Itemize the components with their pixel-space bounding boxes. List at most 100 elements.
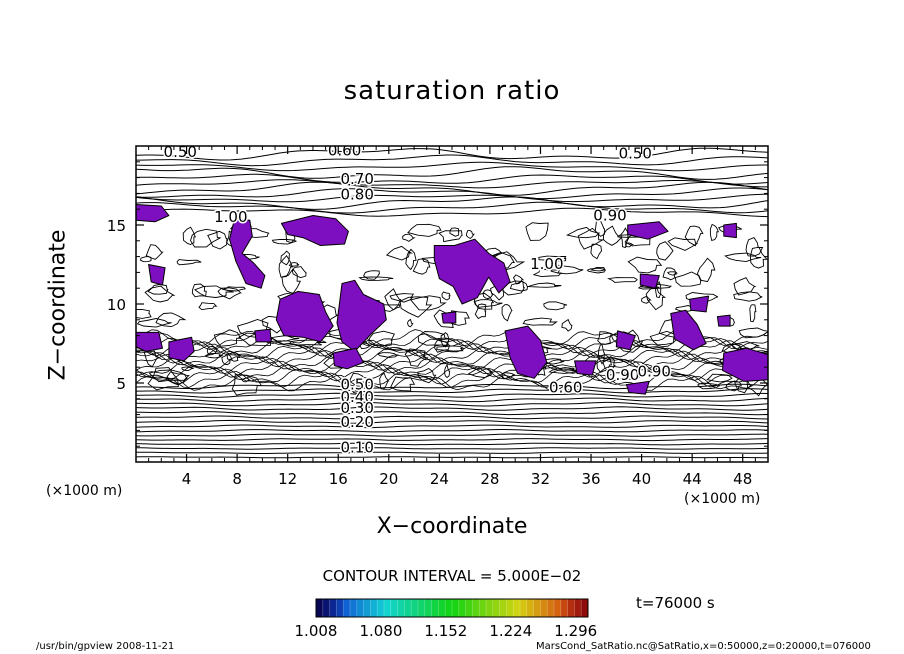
contour-line — [144, 285, 176, 303]
contour-line — [697, 257, 716, 283]
contour-line — [376, 352, 399, 358]
colorbar-segment — [547, 599, 555, 617]
colorbar-segment — [350, 599, 358, 617]
contour-line — [198, 302, 218, 311]
contour-line — [412, 258, 431, 275]
contour-line — [359, 342, 371, 350]
contour-labels: 0.50 0.60 0.500.700.800.901.001.000.900.90… — [162, 143, 672, 458]
supersaturated-region — [723, 222, 737, 239]
contour-line — [291, 266, 307, 279]
colorbar-segment — [465, 599, 473, 617]
contour-line — [358, 276, 394, 281]
supersaturated-region — [136, 204, 170, 223]
footer-program-date: /usr/bin/gpview 2008-11-21 — [36, 641, 175, 652]
x-axis: 4 8 12 16 20 24 28 32 36 40 44 48 — [148, 146, 756, 488]
contour-line — [145, 244, 164, 260]
x-tick-label: 20 — [379, 470, 398, 488]
colorbar-tick-label: 1.224 — [489, 622, 532, 640]
contour-line — [136, 332, 768, 351]
contour-line — [136, 392, 768, 398]
supersaturated-region — [136, 331, 163, 352]
colorbar-segment — [452, 599, 460, 617]
x-axis-label: X−coordinate — [376, 514, 528, 539]
contour-line — [136, 346, 768, 364]
colorbar-segment — [424, 599, 432, 617]
contour-label: 0.70 — [340, 170, 373, 188]
supersaturated-region — [627, 221, 669, 240]
contour-line — [656, 241, 674, 261]
contour-line — [538, 255, 567, 262]
contour-line — [674, 271, 702, 287]
supersaturated-region — [615, 330, 636, 351]
contour-line — [136, 367, 768, 385]
colorbar-segment — [554, 599, 562, 617]
contour-line — [733, 277, 757, 296]
supersaturated-region — [280, 215, 349, 246]
contour-line — [136, 447, 768, 450]
contour-line — [136, 147, 768, 161]
contour-line — [136, 179, 768, 189]
contour-line — [709, 223, 720, 241]
x-tick-label: 24 — [430, 470, 449, 488]
x-tick-label: 44 — [683, 470, 702, 488]
y-tick-label: 15 — [107, 217, 126, 235]
x-tick-label: 40 — [632, 470, 651, 488]
colorbar-segment — [343, 599, 351, 617]
contour-line — [607, 277, 638, 283]
contour-line — [136, 415, 768, 420]
colorbar-tick-label: 1.080 — [359, 622, 402, 640]
contour-line — [379, 372, 390, 390]
supersaturated-region — [716, 314, 731, 327]
contour-line — [502, 280, 526, 296]
contour-line — [136, 374, 768, 392]
colorbar-segment — [472, 599, 480, 617]
colorbar: 1.008 1.080 1.152 1.224 1.296 — [295, 598, 597, 640]
contour-label: 0.50 — [164, 143, 197, 161]
contour-line — [136, 406, 768, 411]
colorbar-segment — [574, 599, 582, 617]
contour-line — [136, 193, 768, 203]
contour-line — [136, 397, 768, 403]
y-tick-label: 10 — [107, 296, 126, 314]
contour-line — [136, 207, 768, 218]
colorbar-segment — [363, 599, 371, 617]
contour-line — [402, 233, 416, 242]
colorbar-segment — [513, 599, 521, 617]
contour-label: 0.60 — [549, 378, 582, 396]
colorbar-segment — [438, 599, 446, 617]
contour-line — [136, 173, 768, 185]
supersaturated-region — [689, 295, 710, 313]
contour-label: 0.90 — [593, 206, 626, 224]
contour-line — [389, 376, 416, 392]
contour-line — [190, 228, 221, 248]
contour-line — [136, 433, 768, 437]
contour-label: 0.80 — [340, 186, 373, 204]
contour-label: 0.10 — [340, 439, 373, 457]
contour-line — [449, 227, 460, 237]
contour-line — [136, 442, 768, 446]
contour-line — [136, 336, 768, 354]
contour-line — [407, 223, 442, 237]
contour-line — [213, 329, 242, 347]
contour-line — [645, 284, 667, 311]
contour-label: 1.00 — [530, 255, 563, 273]
contour-line — [136, 360, 768, 378]
contour-line — [596, 354, 612, 373]
contour-line — [155, 312, 187, 328]
supersaturated-region — [254, 328, 272, 343]
contour-line — [724, 252, 762, 263]
x-tick-label: 16 — [329, 470, 348, 488]
colorbar-segment — [411, 599, 419, 617]
contour-line — [697, 382, 720, 390]
contour-line — [627, 256, 663, 274]
supersaturated-regions — [136, 204, 768, 395]
colorbar-segment — [322, 599, 330, 617]
colorbar-segment — [499, 599, 507, 617]
contour-line — [280, 250, 290, 266]
supersaturated-region — [670, 309, 707, 351]
contour-label: 0.20 — [340, 413, 373, 431]
contour-line — [654, 280, 662, 299]
supersaturated-region — [229, 218, 266, 289]
y-axis: 5 10 15 — [107, 161, 768, 447]
colorbar-segment — [486, 599, 494, 617]
